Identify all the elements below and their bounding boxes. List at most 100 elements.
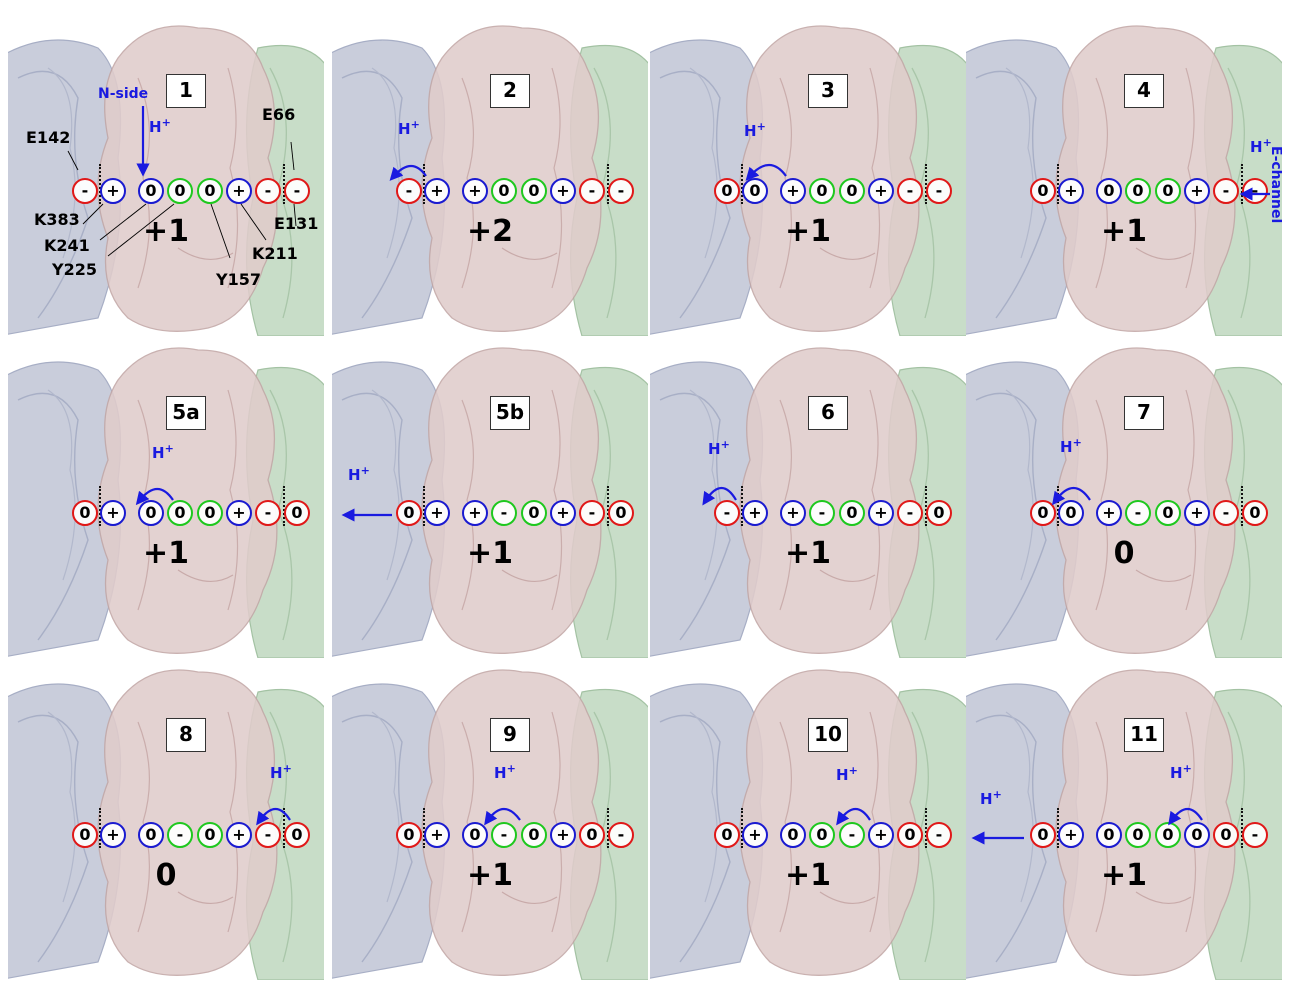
annotation-overlay [135, 487, 174, 506]
protein-surface-background [650, 25, 966, 336]
residue-y157-state: 0 [1155, 178, 1181, 204]
pink-subunit-surface [97, 347, 278, 654]
annotation-overlay [702, 486, 737, 506]
residue-e142-state: 0 [396, 500, 422, 526]
n-side-label: N-side [98, 86, 149, 102]
residue-k241-state: 0 [462, 822, 488, 848]
label-leader-line [107, 203, 175, 257]
pink-subunit-surface [739, 347, 920, 654]
h-sup: + [720, 438, 730, 451]
h-plus-label: H+ [270, 762, 292, 782]
h-sup: + [848, 764, 858, 777]
residue-y157-state: 0 [197, 822, 223, 848]
state-panel-2: - + +0 0 + - -2 +2 H+ [332, 18, 648, 336]
proton-transfer-arrow [745, 163, 787, 181]
left-boundary-line [1057, 486, 1059, 526]
label-leader-line [99, 203, 147, 241]
state-number: 2 [490, 74, 530, 108]
pink-subunit-surface [421, 669, 602, 976]
state-number: 10 [808, 718, 848, 752]
annotation-overlay [256, 807, 291, 826]
h-plus-label-exit: H+ [980, 788, 1002, 808]
state-number: 9 [490, 718, 530, 752]
residue-e66-state: - [1242, 822, 1268, 848]
residue-e131-state: - [255, 178, 281, 204]
residue-e131-state: - [1213, 500, 1239, 526]
residue-e131-state: - [897, 178, 923, 204]
h-sup: + [282, 762, 292, 775]
h-plus-label: H+ [152, 442, 174, 462]
right-boundary-line [283, 486, 285, 526]
annotation-overlay [389, 164, 427, 181]
net-charge: +1 [784, 214, 831, 249]
left-boundary-line [99, 164, 101, 204]
residue-y225-state: 0 [167, 178, 193, 204]
residue-e142-state: - [396, 178, 422, 204]
annotation-overlay [1239, 187, 1270, 201]
left-boundary-line [741, 808, 743, 848]
residue-k211-state: + [868, 178, 894, 204]
residue-y225-state: 0 [167, 500, 193, 526]
residue-e66-state: 0 [284, 500, 310, 526]
residue-k383-state: + [1058, 822, 1084, 848]
h-plus-label: H+ [708, 438, 730, 458]
residue-e142-state: - [72, 178, 98, 204]
residue-e66-state: 0 [608, 500, 634, 526]
net-charge: +1 [784, 536, 831, 571]
residue-k383-state: + [100, 178, 126, 204]
left-boundary-line [423, 164, 425, 204]
h-text: H [1250, 138, 1263, 156]
residue-k211-state: + [550, 822, 576, 848]
right-boundary-line [925, 164, 927, 204]
right-boundary-line [1241, 486, 1243, 526]
protein-surface-background [650, 669, 966, 980]
h-plus-label: H+ [836, 764, 858, 784]
residue-y157-state: 0 [197, 500, 223, 526]
residue-y157-state: 0 [839, 500, 865, 526]
pink-subunit-surface [97, 25, 278, 332]
h-text: H [836, 766, 849, 784]
residue-k211-state: + [550, 178, 576, 204]
residue-k241-state: 0 [138, 500, 164, 526]
pink-subunit-surface [1055, 25, 1236, 332]
state-number: 5a [166, 396, 206, 430]
residue-k241-state: + [1096, 500, 1122, 526]
h-plus-label: H+ [494, 762, 516, 782]
state-number: 4 [1124, 74, 1164, 108]
h-text: H [744, 122, 757, 140]
state-number: 1 [166, 74, 206, 108]
residue-e142-state: 0 [1030, 822, 1056, 848]
residue-k241-state: + [462, 178, 488, 204]
h-sup: + [1262, 136, 1272, 149]
net-charge: +1 [784, 858, 831, 893]
right-boundary-line [283, 164, 285, 204]
residue-e66-state: - [284, 178, 310, 204]
net-charge: +1 [466, 536, 513, 571]
e-channel-label: E-channel [1268, 146, 1282, 224]
h-plus-label: H+ [149, 116, 171, 136]
state-number: 5b [490, 396, 530, 430]
pink-subunit-surface [97, 669, 278, 976]
residue-e131-state: - [579, 500, 605, 526]
residue-e142-state: 0 [1030, 500, 1056, 526]
left-boundary-line [741, 164, 743, 204]
residue-k241-state: 0 [138, 178, 164, 204]
h-plus-label: H+ [1060, 436, 1082, 456]
protein-surface-background [8, 25, 324, 336]
residue-e131-state: - [579, 178, 605, 204]
h-sup: + [161, 116, 171, 129]
h-plus-label: H+ [744, 120, 766, 140]
h-text: H [149, 118, 162, 136]
pink-subunit-surface [421, 25, 602, 332]
left-boundary-line [423, 486, 425, 526]
proton-transfer-arrow [702, 486, 737, 506]
h-text: H [1170, 764, 1183, 782]
residue-y157-state: 0 [1155, 822, 1181, 848]
residue-k211-state: + [226, 178, 252, 204]
net-charge: +1 [466, 858, 513, 893]
h-text: H [348, 466, 361, 484]
h-sup: + [360, 464, 370, 477]
state-number: 7 [1124, 396, 1164, 430]
pink-subunit-surface [739, 25, 920, 332]
residue-k211-state: + [226, 822, 252, 848]
